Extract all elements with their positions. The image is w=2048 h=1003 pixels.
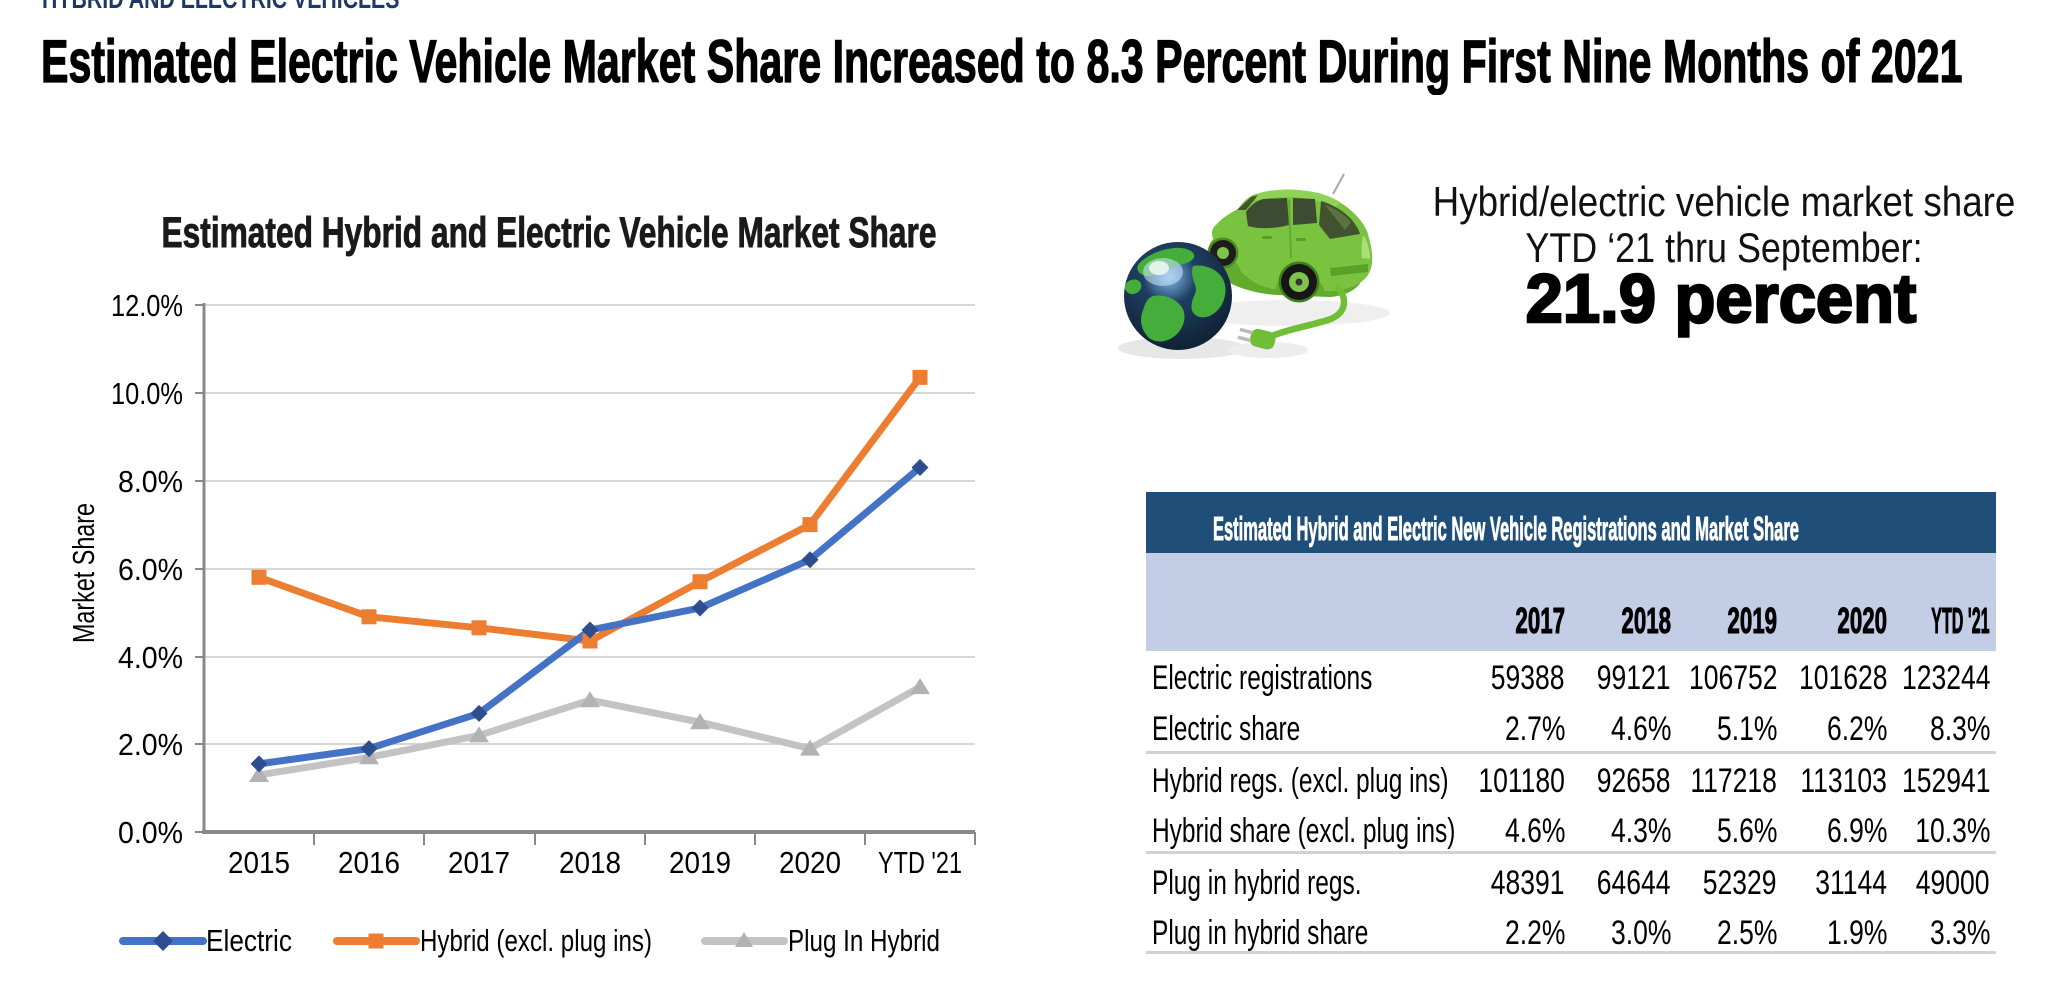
svg-text:2.0%: 2.0% xyxy=(118,727,183,762)
svg-text:2018: 2018 xyxy=(559,845,621,880)
svg-text:Market Share: Market Share xyxy=(66,503,101,643)
svg-text:2020: 2020 xyxy=(779,845,841,880)
svg-text:8.0%: 8.0% xyxy=(118,464,183,499)
svg-text:10.0%: 10.0% xyxy=(111,376,183,411)
svg-text:YTD '21: YTD '21 xyxy=(878,845,962,880)
svg-text:0.0%: 0.0% xyxy=(118,815,183,850)
svg-text:2017: 2017 xyxy=(448,845,510,880)
svg-text:2019: 2019 xyxy=(669,845,731,880)
svg-text:Electric: Electric xyxy=(206,923,292,958)
svg-text:4.0%: 4.0% xyxy=(118,640,183,675)
svg-text:Plug In Hybrid: Plug In Hybrid xyxy=(788,923,940,958)
svg-text:Hybrid (excl. plug ins): Hybrid (excl. plug ins) xyxy=(420,923,652,958)
svg-text:6.0%: 6.0% xyxy=(118,552,183,587)
svg-text:2015: 2015 xyxy=(228,845,290,880)
svg-text:Estimated Hybrid and Electric: Estimated Hybrid and Electric Vehicle Ma… xyxy=(162,209,937,257)
svg-text:2016: 2016 xyxy=(338,845,400,880)
svg-text:12.0%: 12.0% xyxy=(111,288,183,323)
